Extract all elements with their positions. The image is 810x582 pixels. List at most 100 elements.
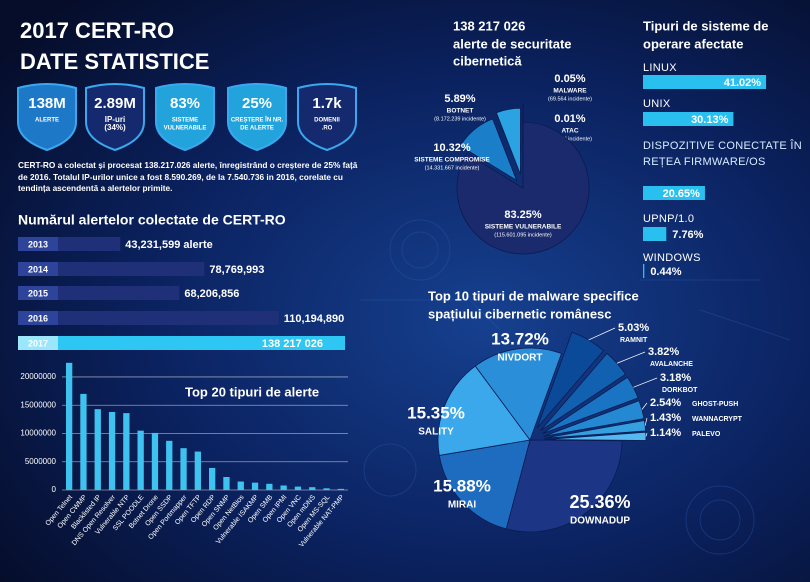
category-label: 2017: [28, 338, 48, 348]
bar: [643, 186, 705, 200]
category-label: 2016: [28, 313, 48, 323]
slice-note: (20.198 incidente): [548, 136, 592, 142]
value-label: 20.65%: [663, 188, 701, 200]
category-label: 2015: [28, 288, 48, 298]
badge-label: DOMENII: [314, 118, 340, 124]
badge-value: 83%: [170, 95, 200, 112]
category-label: UNIX: [643, 98, 671, 110]
category-box: [18, 311, 58, 325]
chart-title: Tipuri de sisteme de: [643, 18, 768, 33]
slice-label: BOTNET: [447, 108, 474, 115]
bar: [194, 451, 201, 490]
slice-value: 15.35%: [407, 403, 465, 422]
bar: [94, 409, 101, 490]
leader-line: [588, 327, 616, 341]
slice-value: 10.32%: [433, 142, 471, 154]
y-tick-label: 20000000: [20, 372, 56, 381]
pie-slice: [438, 439, 531, 530]
badge-label: (34%): [104, 123, 126, 132]
y-tick-label: 0: [52, 485, 57, 494]
decor: [360, 219, 791, 555]
badge-shield: [227, 83, 287, 152]
chart-title: operare afectate: [643, 36, 743, 51]
slice-value: 3.18%: [660, 372, 691, 384]
slice-value: 13.72%: [491, 329, 549, 348]
pie-slice: [495, 107, 521, 175]
slice-value: 5.89%: [444, 93, 475, 105]
bar: [294, 486, 302, 490]
chart-title: 138 217 026: [453, 18, 525, 33]
bar: [18, 336, 345, 350]
bar: [323, 488, 330, 490]
bar: [151, 432, 159, 490]
slice-value: 1.43%: [650, 412, 681, 424]
badge-label: VULNERABILE: [164, 126, 207, 132]
slice-value: 25.36%: [569, 492, 630, 512]
badge-label: DE ALERTE: [240, 126, 274, 132]
badge-value: 1.7k: [312, 95, 342, 112]
bar: [337, 488, 344, 490]
pie-slice: [437, 365, 531, 456]
chart-subtitle: alerte de securitate: [453, 36, 572, 51]
pie-slice: [540, 352, 627, 432]
leader-line: [645, 432, 648, 437]
title: 2017 CERT-RO: [20, 18, 174, 43]
value-label: 7.76%: [672, 229, 703, 241]
bar: [237, 481, 244, 490]
y-tick-label: 15000000: [20, 400, 56, 409]
badge-value: 138M: [28, 95, 66, 112]
badge-shield: [17, 83, 77, 152]
intro-text: CERT-RO a colectat și procesat 138.217.0…: [18, 160, 358, 193]
bar: [180, 448, 187, 490]
bar: [166, 440, 173, 490]
pie-slice: [543, 400, 645, 437]
category-label: 2014: [28, 264, 48, 274]
bar: [18, 262, 205, 276]
slice-note: (69.564 incidente): [548, 96, 592, 102]
y-tick-label: 10000000: [20, 429, 56, 438]
category-box: [18, 237, 58, 251]
slice-note: (14.331.667 incidente): [425, 165, 480, 171]
badge-value: 2.89M: [94, 95, 136, 112]
badge-label: CREȘTERE ÎN NR.: [231, 116, 284, 124]
slice-value: 2.54%: [650, 397, 681, 409]
slice-value: 3.82%: [648, 346, 679, 358]
badge-shield: [297, 83, 357, 152]
pie-slice: [543, 431, 647, 441]
bar: [108, 412, 116, 490]
value-label: 43,231,599 alerte: [125, 239, 212, 251]
slice-label: GHOST-PUSH: [692, 401, 738, 408]
value-label: 110,194,890: [284, 313, 345, 325]
value-label: 41.02%: [724, 77, 762, 89]
chart-subtitle: cibernetică: [453, 53, 522, 68]
slice-label: ATAC: [561, 128, 578, 135]
slice-value: 5.03%: [618, 322, 649, 334]
slice-label: SISTEME COMPROMISE: [414, 157, 490, 164]
slice-value: 0.05%: [554, 73, 585, 85]
badge-shield: [85, 83, 145, 152]
badge-label: SISTEME: [172, 118, 198, 124]
slice-note: (8.172.239 incidente): [434, 116, 486, 122]
bar: [643, 75, 767, 89]
bar: [209, 467, 216, 490]
slice-label: NIVDORT: [498, 353, 543, 364]
pie-slice: [459, 118, 518, 182]
slice-note: (115.601.095 incidente): [494, 232, 552, 238]
category-box: [18, 286, 58, 300]
leader-line: [633, 377, 658, 388]
slice-value: 15.88%: [433, 476, 491, 495]
slice-value: 1.14%: [650, 427, 681, 439]
category-box: [18, 336, 58, 350]
slice-label: DORKBOT: [662, 387, 698, 394]
badge-label: .RO: [322, 126, 333, 132]
bar: [266, 483, 273, 490]
bar: [643, 112, 734, 126]
value-label: 68,206,856: [184, 288, 239, 300]
bar: [66, 362, 73, 490]
slice-label: MALWARE: [553, 88, 587, 95]
badge-value: 25%: [242, 95, 272, 112]
category-label: UPNP/1.0: [643, 213, 694, 225]
leader-line: [641, 402, 648, 410]
slice-value: 83.25%: [504, 209, 542, 221]
